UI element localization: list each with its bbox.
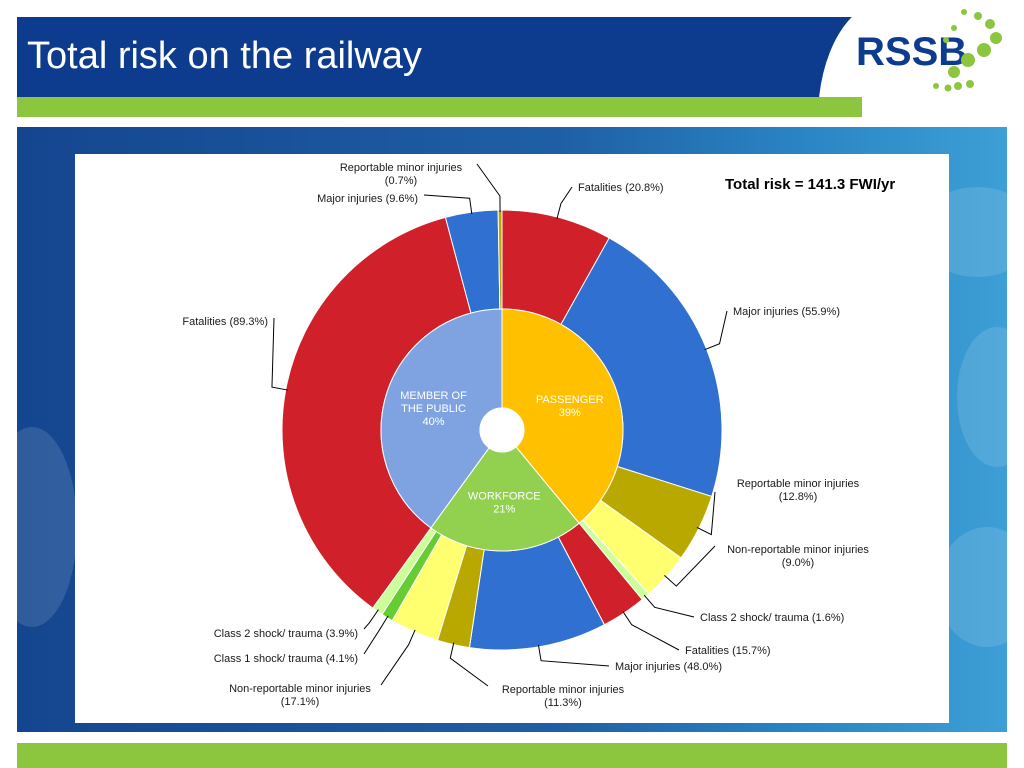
outer-label-workforce-fatalities: Fatalities (15.7%) bbox=[685, 645, 771, 657]
leader-line bbox=[271, 317, 288, 391]
leader-line bbox=[556, 186, 573, 220]
leader-line bbox=[622, 611, 680, 651]
leader-line bbox=[449, 642, 489, 687]
leader-line bbox=[643, 594, 695, 618]
outer-label-passenger-reportable-minor-injuries: Reportable minor injuries (12.8%) bbox=[737, 478, 860, 503]
outer-label-workforce-reportable-minor-injuries: Reportable minor injuries (11.3%) bbox=[502, 684, 625, 709]
outer-label-passenger-non-reportable-minor-injuries: Non-reportable minor injuries (9.0%) bbox=[727, 544, 869, 569]
leader-line bbox=[537, 644, 610, 667]
outer-label-member-of-the-public-fatalities: Fatalities (89.3%) bbox=[182, 316, 268, 328]
leader-line bbox=[363, 609, 379, 630]
logo-area: RSSB bbox=[818, 0, 1018, 118]
outer-label-workforce-major-injuries: Major injuries (48.0%) bbox=[615, 661, 722, 673]
inner-label-passenger: PASSENGER 39% bbox=[536, 394, 604, 419]
leader-line bbox=[363, 615, 389, 655]
outer-label-passenger-major-injuries: Major injuries (55.9%) bbox=[733, 306, 840, 318]
leader-lines bbox=[271, 163, 728, 687]
slice-labels: Fatalities (20.8%) Major injuries (55.9%)… bbox=[182, 162, 869, 709]
outer-label-workforce-class-1-shock-trauma: Class 1 shock/ trauma (4.1%) bbox=[214, 653, 358, 665]
inner-ring-labels: PASSENGER 39% WORKFORCE 21% MEMBER OF THE PUB… bbox=[400, 390, 603, 516]
chart-title: Total risk = 141.3 FWI/yr bbox=[725, 176, 895, 193]
center-hole bbox=[479, 407, 525, 453]
leader-line bbox=[696, 491, 716, 536]
outer-label-passenger-fatalities: Fatalities (20.8%) bbox=[578, 182, 664, 194]
logo-text: RSSB bbox=[856, 30, 967, 74]
outer-label-workforce-non-reportable-minor-injuries: Non-reportable minor injuries (17.1%) bbox=[229, 683, 371, 708]
outer-label-passenger-class-2-shock-trauma: Class 2 shock/ trauma (1.6%) bbox=[700, 612, 844, 624]
slide-title: Total risk on the railway bbox=[27, 35, 422, 77]
inner-label-workforce: WORKFORCE 21% bbox=[468, 490, 541, 515]
outer-label-member-of-the-public-reportable-minor-injuries: Reportable minor injuries (0.7%) bbox=[340, 162, 463, 187]
leader-line bbox=[704, 310, 728, 351]
rssb-logo: RSSB bbox=[856, 9, 1002, 92]
footer-accent-bar bbox=[17, 743, 1007, 768]
leader-line bbox=[423, 194, 473, 215]
inner-ring bbox=[380, 308, 624, 552]
outer-label-member-of-the-public-major-injuries: Major injuries (9.6%) bbox=[317, 193, 418, 205]
logo-dots-icon bbox=[933, 9, 1002, 92]
leader-line bbox=[380, 629, 416, 686]
leader-line bbox=[476, 163, 501, 213]
inner-label-member-of-the-public: MEMBER OF THE PUBLIC 40% bbox=[400, 390, 467, 428]
chart-area: Fatalities (20.8%) Major injuries (55.9%)… bbox=[75, 154, 949, 723]
sunburst-chart: Fatalities (20.8%) Major injuries (55.9%)… bbox=[182, 162, 895, 709]
outer-label-workforce-class-2-shock-trauma: Class 2 shock/ trauma (3.9%) bbox=[214, 628, 358, 640]
header-accent-bar bbox=[17, 97, 862, 117]
leader-line bbox=[664, 545, 716, 587]
